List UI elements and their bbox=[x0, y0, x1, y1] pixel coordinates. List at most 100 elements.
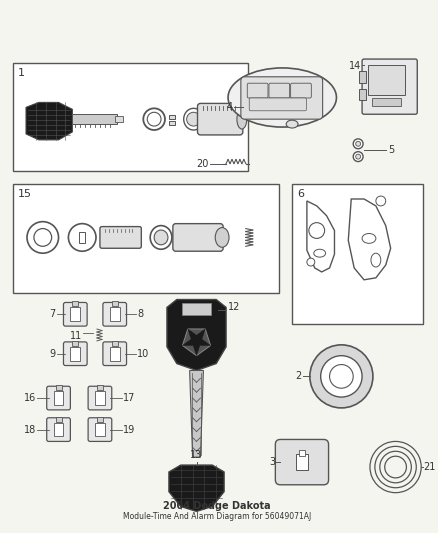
Ellipse shape bbox=[237, 109, 247, 129]
FancyBboxPatch shape bbox=[198, 103, 243, 135]
Circle shape bbox=[329, 365, 353, 388]
FancyBboxPatch shape bbox=[276, 439, 328, 485]
Text: 6: 6 bbox=[297, 189, 304, 199]
Bar bbox=[71, 308, 80, 321]
Bar bbox=[182, 303, 211, 316]
Ellipse shape bbox=[215, 228, 229, 247]
Polygon shape bbox=[348, 199, 391, 280]
Polygon shape bbox=[167, 300, 226, 370]
Bar bbox=[372, 99, 402, 107]
Bar bbox=[72, 302, 78, 306]
Ellipse shape bbox=[187, 112, 201, 126]
Circle shape bbox=[309, 223, 325, 238]
Bar bbox=[71, 347, 80, 361]
Bar bbox=[56, 385, 61, 390]
Text: 11: 11 bbox=[70, 331, 82, 341]
Circle shape bbox=[376, 196, 386, 206]
Bar bbox=[95, 423, 105, 437]
Ellipse shape bbox=[154, 230, 168, 245]
FancyBboxPatch shape bbox=[291, 83, 311, 98]
Ellipse shape bbox=[362, 233, 376, 244]
FancyBboxPatch shape bbox=[64, 302, 87, 326]
Circle shape bbox=[353, 152, 363, 161]
Circle shape bbox=[143, 108, 165, 130]
FancyBboxPatch shape bbox=[241, 77, 323, 119]
Text: 13: 13 bbox=[191, 450, 203, 460]
Ellipse shape bbox=[371, 253, 381, 267]
FancyBboxPatch shape bbox=[247, 83, 268, 98]
Text: 2: 2 bbox=[296, 372, 302, 382]
Polygon shape bbox=[26, 102, 72, 140]
Bar bbox=[359, 71, 366, 83]
FancyBboxPatch shape bbox=[249, 98, 307, 111]
Bar bbox=[56, 417, 61, 422]
Text: 4: 4 bbox=[227, 102, 233, 112]
Ellipse shape bbox=[286, 120, 298, 128]
Bar bbox=[296, 454, 308, 470]
Bar bbox=[79, 231, 85, 244]
Text: 9: 9 bbox=[49, 349, 56, 359]
FancyBboxPatch shape bbox=[103, 302, 127, 326]
Bar bbox=[110, 347, 120, 361]
Bar bbox=[110, 308, 120, 321]
Bar bbox=[292, 184, 423, 324]
FancyBboxPatch shape bbox=[47, 418, 71, 441]
Circle shape bbox=[310, 345, 373, 408]
Text: 16: 16 bbox=[24, 393, 36, 403]
Bar bbox=[95, 391, 105, 405]
Text: 20: 20 bbox=[196, 158, 208, 168]
Text: 8: 8 bbox=[138, 309, 144, 319]
Text: 14: 14 bbox=[349, 61, 361, 71]
Text: 18: 18 bbox=[24, 425, 36, 434]
Polygon shape bbox=[307, 201, 335, 272]
Bar bbox=[112, 302, 118, 306]
Bar bbox=[368, 65, 406, 94]
Polygon shape bbox=[183, 329, 211, 356]
Ellipse shape bbox=[150, 225, 172, 249]
Text: 17: 17 bbox=[123, 393, 135, 403]
FancyBboxPatch shape bbox=[103, 342, 127, 366]
Text: 15: 15 bbox=[18, 189, 32, 199]
Polygon shape bbox=[183, 329, 211, 356]
Bar bbox=[72, 341, 78, 346]
Text: 21: 21 bbox=[423, 462, 435, 472]
Text: 12: 12 bbox=[228, 302, 240, 312]
Bar bbox=[169, 121, 175, 125]
Bar bbox=[53, 391, 64, 405]
Bar bbox=[112, 341, 118, 346]
Text: 19: 19 bbox=[123, 425, 135, 434]
Bar bbox=[72, 114, 117, 124]
Ellipse shape bbox=[314, 249, 325, 257]
Circle shape bbox=[147, 112, 161, 126]
Polygon shape bbox=[190, 370, 203, 457]
Bar bbox=[169, 115, 175, 119]
Bar bbox=[13, 184, 279, 293]
Bar bbox=[115, 116, 123, 122]
Bar bbox=[359, 88, 366, 100]
FancyBboxPatch shape bbox=[88, 418, 112, 441]
Bar bbox=[97, 417, 103, 422]
Bar bbox=[53, 423, 64, 437]
Text: 10: 10 bbox=[138, 349, 150, 359]
Circle shape bbox=[68, 224, 96, 251]
FancyBboxPatch shape bbox=[47, 386, 71, 410]
Circle shape bbox=[356, 141, 360, 146]
FancyBboxPatch shape bbox=[173, 224, 223, 251]
Circle shape bbox=[27, 222, 59, 253]
Text: Module-Time And Alarm Diagram for 56049071AJ: Module-Time And Alarm Diagram for 560490… bbox=[123, 512, 311, 521]
Circle shape bbox=[307, 258, 315, 266]
Bar bbox=[299, 450, 305, 456]
Circle shape bbox=[356, 154, 360, 159]
Bar bbox=[97, 385, 103, 390]
Text: 7: 7 bbox=[49, 309, 56, 319]
Ellipse shape bbox=[184, 108, 203, 130]
Circle shape bbox=[34, 229, 52, 246]
Text: 2004 Dodge Dakota: 2004 Dodge Dakota bbox=[163, 502, 271, 512]
Text: 5: 5 bbox=[388, 145, 394, 155]
Circle shape bbox=[353, 139, 363, 149]
FancyBboxPatch shape bbox=[64, 342, 87, 366]
Ellipse shape bbox=[228, 68, 336, 127]
FancyBboxPatch shape bbox=[362, 59, 417, 114]
Bar bbox=[13, 63, 248, 172]
Text: 3: 3 bbox=[269, 457, 276, 467]
